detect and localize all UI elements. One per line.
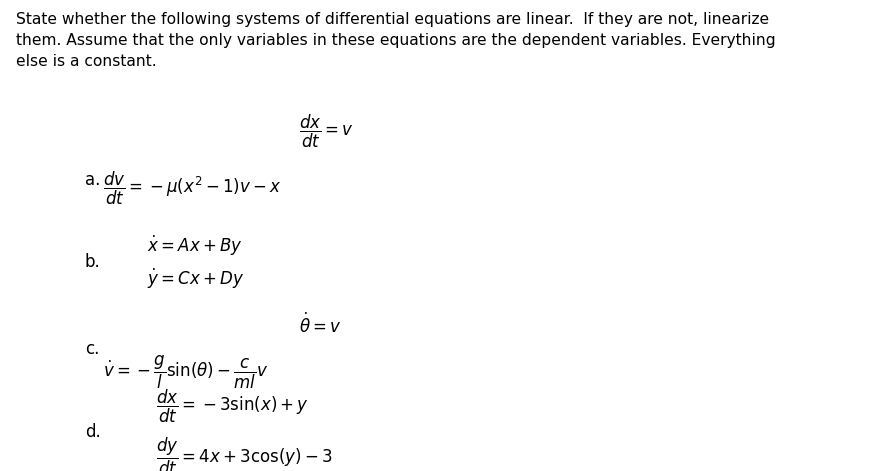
Text: $\dot{x} = Ax + By$: $\dot{x} = Ax + By$: [147, 234, 243, 258]
Text: $\dot{y} = Cx + Dy$: $\dot{y} = Cx + Dy$: [147, 267, 245, 291]
Text: $\dfrac{dv}{dt} = -\mu(x^2 - 1)v - x$: $\dfrac{dv}{dt} = -\mu(x^2 - 1)v - x$: [103, 170, 281, 207]
Text: $\dfrac{dy}{dt} = 4x + 3\cos(y) - 3$: $\dfrac{dy}{dt} = 4x + 3\cos(y) - 3$: [156, 435, 333, 471]
Text: $\dfrac{dx}{dt} = -3\sin(x) + y$: $\dfrac{dx}{dt} = -3\sin(x) + y$: [156, 388, 309, 424]
Text: a.: a.: [85, 171, 100, 189]
Text: $\dfrac{dx}{dt} = v$: $\dfrac{dx}{dt} = v$: [299, 114, 355, 150]
Text: c.: c.: [85, 341, 99, 358]
Text: $\dot{\theta} = v$: $\dot{\theta} = v$: [299, 313, 342, 337]
Text: d.: d.: [85, 423, 101, 441]
Text: b.: b.: [85, 253, 101, 271]
Text: $\dot{v} = -\dfrac{g}{l}\sin(\theta) - \dfrac{c}{ml}v$: $\dot{v} = -\dfrac{g}{l}\sin(\theta) - \…: [103, 354, 268, 390]
Text: State whether the following systems of differential equations are linear.  If th: State whether the following systems of d…: [16, 12, 776, 69]
